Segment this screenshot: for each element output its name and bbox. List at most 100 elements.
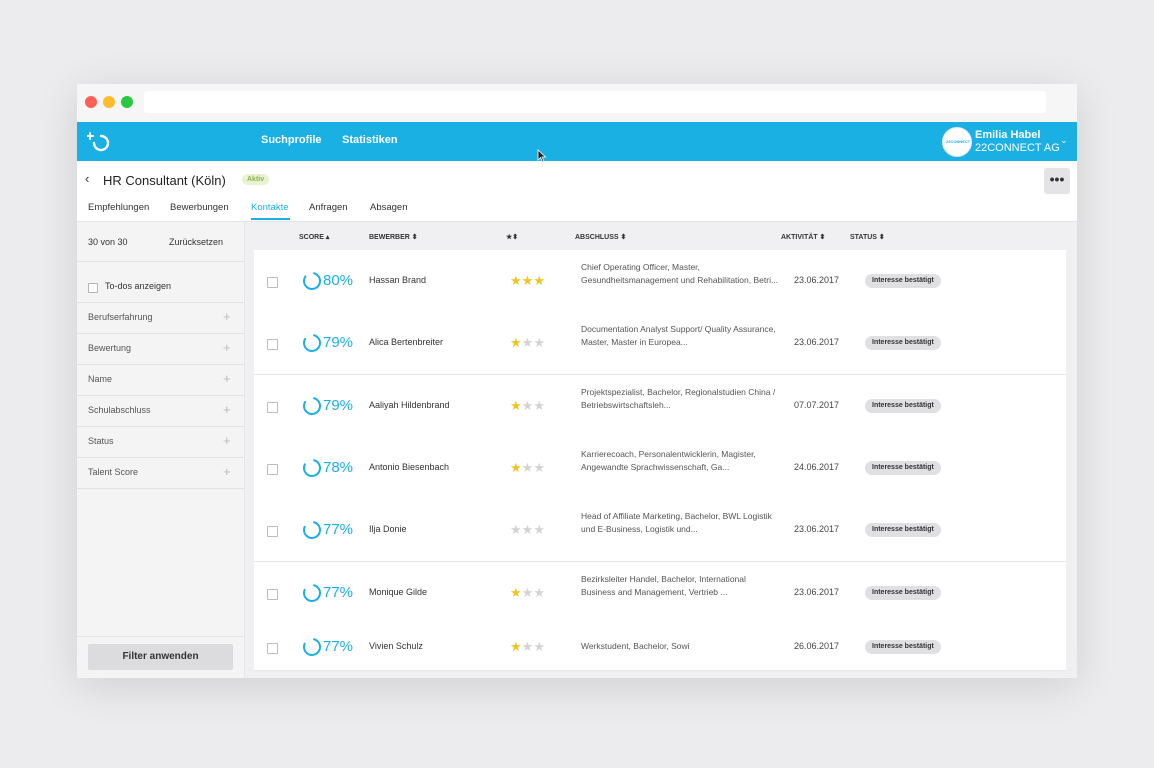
star-icon[interactable]: ★ <box>533 585 545 600</box>
tab-kontakte[interactable]: Kontakte <box>251 202 289 213</box>
star-icon[interactable]: ★ <box>510 522 522 537</box>
row-checkbox[interactable] <box>267 402 278 413</box>
plus-icon[interactable]: + <box>223 309 231 324</box>
apply-filter-button[interactable]: Filter anwenden <box>88 644 233 670</box>
rating-stars[interactable]: ★★★ <box>510 274 545 287</box>
row-checkbox[interactable] <box>267 526 278 537</box>
star-icon[interactable]: ★ <box>510 460 522 475</box>
nav-item-suchprofile[interactable]: Suchprofile <box>261 134 322 146</box>
rating-stars[interactable]: ★★★ <box>510 640 545 653</box>
chevron-down-icon[interactable]: ⌄ <box>1060 135 1068 145</box>
column-header-abschluss[interactable]: ABSCHLUSS ⬍ <box>575 234 627 241</box>
plus-icon[interactable]: + <box>223 402 231 417</box>
star-icon[interactable]: ★ <box>521 585 534 600</box>
talent-score: 77% <box>323 521 354 538</box>
table-row[interactable]: 78% Antonio Biesenbach ★★★ Karrierecoach, P… <box>254 437 1066 500</box>
filter-status[interactable]: Status + <box>77 426 244 458</box>
todo-checkbox[interactable] <box>88 283 98 293</box>
row-checkbox[interactable] <box>267 589 278 600</box>
star-icon[interactable]: ★ <box>510 585 522 600</box>
talent-score: 79% <box>323 397 354 414</box>
star-icon[interactable]: ★ <box>521 335 534 350</box>
talent-score: 77% <box>323 584 354 601</box>
row-checkbox[interactable] <box>267 464 278 475</box>
filter-name[interactable]: Name + <box>77 364 244 396</box>
minimize-window-button[interactable] <box>103 96 115 108</box>
table-row[interactable]: 77% Ilja Donie ★★★ Head of Affiliate Market… <box>254 499 1066 562</box>
rating-stars[interactable]: ★★★ <box>510 523 545 536</box>
star-icon[interactable]: ★ <box>533 460 545 475</box>
filter-schulabschluss[interactable]: Schulabschluss + <box>77 395 244 427</box>
star-icon[interactable]: ★ <box>510 639 522 654</box>
app-logo-icon[interactable] <box>87 131 113 155</box>
activity-date: 23.06.2017 <box>794 524 840 534</box>
more-options-button[interactable]: ••• <box>1044 168 1070 194</box>
table-row[interactable]: 79% Alica Bertenbreiter ★★★ Documentation A… <box>254 312 1066 375</box>
applicant-name[interactable]: Monique Gilde <box>369 587 428 597</box>
star-icon[interactable]: ★ <box>521 273 534 288</box>
rating-stars[interactable]: ★★★ <box>510 461 545 474</box>
score-ring-icon <box>303 638 321 656</box>
column-header-status[interactable]: STATUS ⬍ <box>850 234 885 241</box>
user-name[interactable]: Emilia Habel <box>975 129 1041 141</box>
plus-icon[interactable]: + <box>223 371 231 386</box>
nav-item-statistiken[interactable]: Statistiken <box>342 134 398 146</box>
back-arrow-icon[interactable]: ‹ <box>85 171 90 186</box>
tab-anfragen[interactable]: Anfragen <box>309 202 348 213</box>
avatar[interactable]: 22CONNECT <box>942 127 972 157</box>
tab-empfehlungen[interactable]: Empfehlungen <box>88 202 150 213</box>
address-bar[interactable] <box>144 91 1046 113</box>
filter-bewertung[interactable]: Bewertung + <box>77 333 244 365</box>
tab-absagen[interactable]: Absagen <box>370 202 408 213</box>
column-header-rating[interactable]: ★⬍ <box>506 234 519 241</box>
row-checkbox[interactable] <box>267 643 278 654</box>
column-header-aktivitaet[interactable]: AKTIVITÄT ⬍ <box>781 234 826 241</box>
star-icon[interactable]: ★ <box>533 398 545 413</box>
talent-score: 78% <box>323 459 354 476</box>
row-checkbox[interactable] <box>267 339 278 350</box>
table-row[interactable]: 77% Monique Gilde ★★★ Bezirksleiter Handel,… <box>254 562 1066 625</box>
column-header-bewerber[interactable]: BEWERBER ⬍ <box>369 234 418 241</box>
table-row[interactable]: 77% Vivien Schulz ★★★ Werkstudent, Bachelor… <box>254 624 1066 671</box>
row-checkbox[interactable] <box>267 277 278 288</box>
reset-filters-link[interactable]: Zurücksetzen <box>169 237 224 247</box>
column-header-score[interactable]: SCORE ▴ <box>299 234 330 241</box>
applicant-name[interactable]: Vivien Schulz <box>369 641 423 651</box>
maximize-window-button[interactable] <box>121 96 133 108</box>
status-badge: Interesse bestätigt <box>865 274 941 288</box>
close-window-button[interactable] <box>85 96 97 108</box>
user-company[interactable]: 22CONNECT AG <box>975 142 1060 154</box>
star-icon[interactable]: ★ <box>533 639 545 654</box>
star-icon[interactable]: ★ <box>521 639 534 654</box>
star-icon[interactable]: ★ <box>510 335 522 350</box>
star-icon[interactable]: ★ <box>533 522 545 537</box>
top-navigation-bar: Suchprofile Statistiken 22CONNECT Emilia… <box>77 122 1077 161</box>
plus-icon[interactable]: + <box>223 464 231 479</box>
star-icon[interactable]: ★ <box>510 398 522 413</box>
star-icon[interactable]: ★ <box>521 398 534 413</box>
star-icon[interactable]: ★ <box>521 460 534 475</box>
star-icon[interactable]: ★ <box>521 522 534 537</box>
applicant-name[interactable]: Hassan Brand <box>369 275 427 285</box>
plus-icon[interactable]: + <box>223 433 231 448</box>
degree-text: Werkstudent, Bachelor, Sowi <box>581 641 690 651</box>
rating-stars[interactable]: ★★★ <box>510 336 545 349</box>
applicant-name[interactable]: Aaliyah Hildenbrand <box>369 400 450 410</box>
filter-berufserfahrung[interactable]: Berufserfahrung + <box>77 302 244 334</box>
applicant-name[interactable]: Antonio Biesenbach <box>369 462 450 472</box>
applicant-name[interactable]: Alica Bertenbreiter <box>369 337 444 347</box>
filter-talent-score[interactable]: Talent Score + <box>77 457 244 489</box>
star-icon[interactable]: ★ <box>533 335 545 350</box>
star-icon[interactable]: ★ <box>533 273 545 288</box>
tab-bewerbungen[interactable]: Bewerbungen <box>170 202 229 213</box>
table-row[interactable]: 80% Hassan Brand ★★★ Chief Operating Office… <box>254 250 1066 313</box>
activity-date: 07.07.2017 <box>794 400 840 410</box>
rating-stars[interactable]: ★★★ <box>510 586 545 599</box>
applicant-name[interactable]: Ilja Donie <box>369 524 407 534</box>
plus-icon[interactable]: + <box>223 340 231 355</box>
active-tab-indicator <box>251 218 290 220</box>
table-row[interactable]: 79% Aaliyah Hildenbrand ★★★ Projektspeziali… <box>254 375 1066 438</box>
star-icon[interactable]: ★ <box>510 273 522 288</box>
score-ring-icon <box>303 584 321 602</box>
rating-stars[interactable]: ★★★ <box>510 399 545 412</box>
